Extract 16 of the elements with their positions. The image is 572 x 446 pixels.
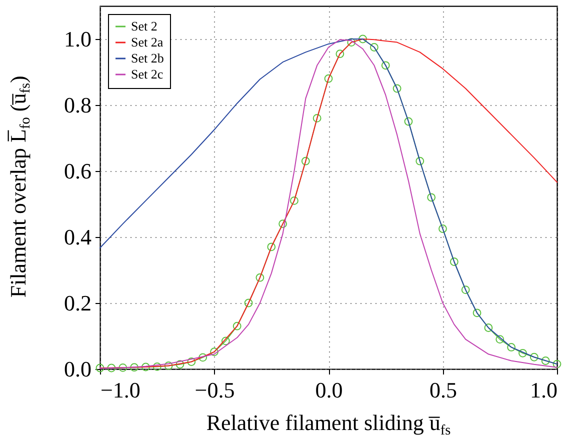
legend-label: Set 2c [131,66,164,82]
legend-label: Set 2b [131,50,164,66]
legend-label: Set 2a [131,34,164,50]
y-tick-label: 0.8 [64,92,92,118]
x-tick-label: 0.0 [315,378,343,402]
x-tick-label: −0.5 [194,378,235,402]
y-tick-label: 0.4 [64,224,92,250]
y-tick-label: 0.2 [64,290,92,316]
y-tick-label: 1.0 [64,26,92,52]
x-tick-label: 0.5 [430,378,457,402]
x-axis-title: Relative filament sliding u̅$_{fs}$ [205,410,452,440]
legend-label: Set 2 [131,18,158,34]
y-tick-label: 0.0 [64,356,92,382]
y-tick-label: 0.6 [64,158,92,184]
x-tick-label: −1.0 [100,378,140,402]
x-tick-label: 1.0 [530,378,558,402]
